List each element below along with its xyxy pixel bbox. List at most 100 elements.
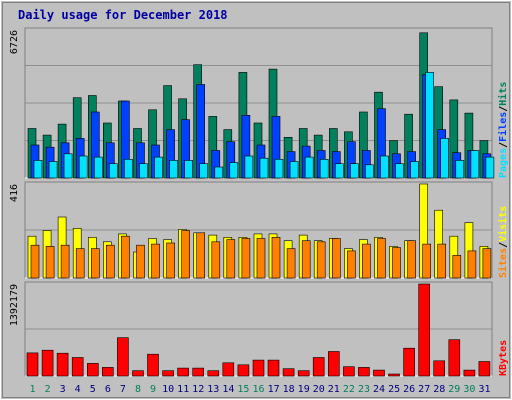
legend-visits: Visits	[497, 206, 509, 242]
bar-pages-day-14	[229, 162, 239, 179]
day-label: 7	[120, 384, 126, 395]
day-label: 22	[343, 384, 355, 395]
day-label: 21	[328, 384, 340, 395]
day-label: 1	[29, 384, 35, 395]
bar-pages-day-21	[334, 163, 344, 179]
panel-1: 6726	[9, 27, 495, 179]
bar-sites-day-19	[301, 240, 311, 279]
bar-kbytes-day-26	[403, 347, 415, 377]
bar-kbytes-day-14	[222, 362, 235, 377]
bar-sites-day-13	[211, 241, 221, 279]
legend-separator: /	[498, 106, 509, 112]
bar-kbytes-day-11	[177, 367, 189, 377]
day-label: 25	[388, 384, 400, 395]
day-label: 13	[207, 384, 219, 395]
bar-sites-day-28	[437, 243, 447, 279]
bar-kbytes-day-17	[267, 359, 280, 377]
legend-panel-3: KBytes	[498, 340, 509, 376]
bar-pages-day-24	[380, 155, 389, 179]
bar-sites-day-20	[316, 241, 326, 279]
bar-kbytes-day-3	[56, 352, 69, 377]
bar-kbytes-day-10	[162, 370, 174, 377]
bar-pages-day-23	[365, 164, 374, 179]
chart-title: Daily usage for December 2018	[18, 8, 228, 22]
bar-kbytes-day-12	[192, 367, 204, 377]
bar-kbytes-day-30	[463, 369, 476, 377]
bar-sites-day-24	[377, 238, 386, 279]
day-label: 8	[135, 384, 141, 395]
day-label: 24	[373, 384, 385, 395]
bar-sites-day-15	[241, 238, 251, 279]
legend-separator: /	[498, 142, 509, 148]
bar-sites-day-7	[121, 235, 130, 279]
day-label: 16	[252, 384, 264, 395]
bar-kbytes-day-6	[102, 367, 114, 377]
bar-kbytes-day-18	[282, 368, 295, 377]
bar-pages-day-4	[78, 155, 88, 179]
bar-pages-day-8	[139, 163, 148, 179]
bar-pages-day-3	[63, 153, 73, 179]
bar-sites-day-23	[362, 243, 371, 279]
panel-2: 416	[9, 181, 493, 279]
bar-pages-day-12	[199, 163, 208, 179]
bar-kbytes-day-9	[147, 353, 159, 377]
bar-pages-day-27	[425, 72, 435, 179]
bar-pages-day-19	[304, 156, 314, 179]
day-label: 20	[313, 384, 325, 395]
bar-sites-day-4	[75, 248, 85, 279]
bar-kbytes-day-19	[297, 370, 310, 377]
bar-pages-day-13	[214, 166, 224, 179]
bar-kbytes-day-24	[373, 369, 385, 377]
bar-kbytes-day-21	[327, 351, 340, 377]
bar-pages-day-26	[410, 161, 419, 179]
bar-sites-day-18	[286, 248, 296, 279]
bar-kbytes-day-25	[388, 373, 400, 377]
bar-kbytes-day-29	[448, 339, 461, 377]
bar-sites-day-31	[482, 248, 492, 279]
bar-pages-day-6	[109, 163, 118, 179]
day-label: 3	[60, 384, 66, 395]
legend-pages: Pages	[498, 148, 509, 178]
legend-panel-2: Sites/Visits	[497, 206, 509, 278]
day-label: 31	[478, 384, 490, 395]
day-label: 5	[90, 384, 96, 395]
bar-sites-day-21	[331, 238, 341, 279]
legend-kbytes: KBytes	[498, 340, 509, 376]
bar-sites-day-26	[407, 240, 416, 279]
legend-panel-1: Pages/Files/Hits	[497, 82, 509, 178]
day-label: 4	[75, 384, 81, 395]
day-label: 11	[177, 384, 189, 395]
day-label: 19	[298, 384, 310, 395]
bar-kbytes-day-5	[87, 363, 99, 377]
max-value-label: 1392179	[9, 284, 20, 326]
bar-sites-day-3	[60, 244, 70, 279]
legend-hits: Hits	[497, 82, 509, 106]
day-label: 6	[105, 384, 111, 395]
bar-sites-day-11	[181, 230, 190, 279]
day-label: 27	[418, 384, 430, 395]
bar-kbytes-day-15	[237, 364, 250, 377]
bar-sites-day-14	[226, 239, 236, 279]
bar-kbytes-day-1	[26, 352, 39, 377]
panel-3: 1392179	[9, 281, 493, 377]
bar-pages-day-30	[470, 150, 480, 179]
bar-pages-day-16	[259, 157, 269, 179]
bar-pages-day-17	[274, 159, 284, 179]
bar-kbytes-day-4	[71, 357, 84, 377]
legend-sites: Sites	[497, 248, 509, 278]
bar-pages-day-22	[350, 163, 359, 179]
bar-kbytes-day-8	[132, 370, 144, 377]
legend-separator: /	[498, 242, 509, 248]
day-label: 14	[222, 384, 234, 395]
max-value-label: 416	[9, 184, 20, 202]
bar-pages-day-9	[154, 156, 163, 179]
bar-sites-day-1	[30, 244, 40, 279]
bar-pages-day-5	[94, 156, 103, 179]
bar-sites-day-8	[136, 244, 145, 279]
bar-sites-day-22	[347, 250, 356, 279]
day-label: 26	[403, 384, 415, 395]
day-label: 2	[45, 384, 51, 395]
bar-pages-day-7	[124, 159, 133, 179]
